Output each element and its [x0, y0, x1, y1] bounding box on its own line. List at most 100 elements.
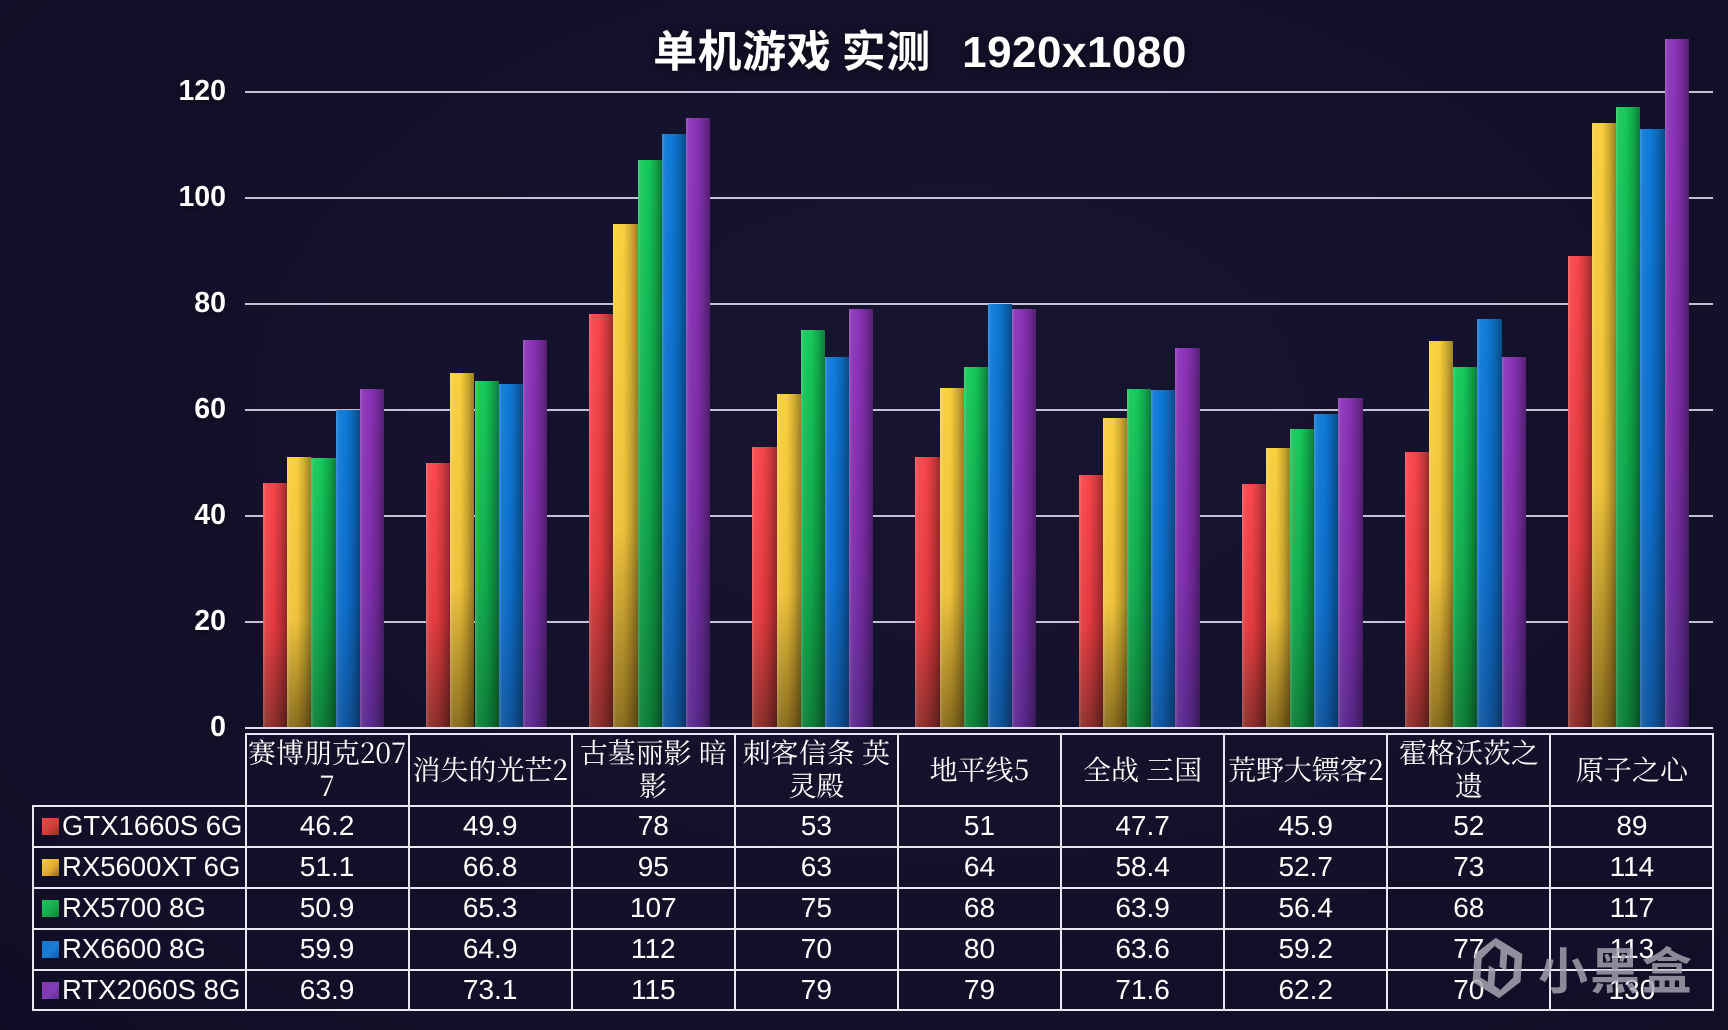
- y-axis-tick-label: 40: [194, 499, 226, 531]
- bar-GTX1660S-cat3: [589, 314, 614, 728]
- table-row-series-label: RX5600XT 6G: [32, 845, 247, 889]
- legend-swatch: [42, 817, 59, 835]
- table-value-cell: 64: [896, 845, 1063, 889]
- table-value-cell: 51: [896, 805, 1063, 848]
- watermark-text: 小黑盒: [1538, 932, 1694, 1004]
- table-value-cell: 75: [733, 886, 899, 930]
- table-header-game: 全战 三国: [1060, 733, 1226, 807]
- table-value-cell: 79: [896, 968, 1063, 1012]
- gridline-y100: [244, 196, 1713, 199]
- table-value-cell: 70: [733, 927, 899, 971]
- bar-RTX2060S-cat6: [1175, 348, 1200, 728]
- table-value-cell: 130: [1549, 968, 1715, 1012]
- table-value-cell: 73.1: [407, 968, 573, 1012]
- table-value-cell: 52.7: [1223, 845, 1389, 889]
- bar-RX6600-cat6: [1151, 390, 1176, 728]
- table-value-cell: 112: [570, 927, 736, 971]
- table-value-cell: 53: [733, 805, 899, 848]
- bar-RX6600-cat8: [1477, 319, 1502, 728]
- table-value-cell: 59.9: [244, 927, 410, 971]
- table-value-cell: 113: [1549, 927, 1715, 971]
- bar-RX5600XT-cat8: [1428, 340, 1454, 728]
- bar-RX6600-cat2: [498, 383, 523, 728]
- table-value-cell: 80: [896, 927, 1063, 971]
- bar-RX6600-cat3: [661, 133, 686, 728]
- bar-GTX1660S-cat9: [1567, 255, 1593, 728]
- table-header-game: 地平线5: [896, 733, 1063, 807]
- table-value-cell: 95: [570, 845, 736, 889]
- y-axis-tick-label: 100: [178, 181, 226, 213]
- table-value-cell: 114: [1549, 845, 1715, 889]
- series-name: RX6600 8G: [62, 933, 206, 965]
- legend-swatch: [42, 940, 59, 958]
- table-value-cell: 58.4: [1060, 845, 1226, 889]
- bar-RX6600-cat7: [1314, 413, 1339, 728]
- bar-RTX2060S-cat7: [1338, 397, 1363, 728]
- bar-RX5600XT-cat7: [1265, 448, 1291, 728]
- legend-swatch: [42, 858, 59, 876]
- table-row-series-label: RX6600 8G: [32, 927, 247, 971]
- bar-RX6600-cat4: [824, 356, 850, 728]
- series-name: GTX1660S 6G: [62, 810, 243, 842]
- table-header-game: 刺客信条 英 灵殿: [733, 733, 899, 807]
- chart-title: 单机游戏 实测 1920x1080: [653, 16, 1187, 80]
- bar-RTX2060S-cat1: [359, 388, 384, 728]
- table-value-cell: 117: [1549, 886, 1715, 930]
- table-value-cell: 63: [733, 845, 899, 889]
- series-name: RX5700 8G: [62, 892, 206, 924]
- table-value-cell: 49.9: [407, 805, 573, 848]
- bar-RX5600XT-cat6: [1102, 417, 1127, 728]
- bar-RX5700-cat4: [800, 330, 825, 728]
- table-value-cell: 107: [570, 886, 736, 930]
- table-value-cell: 66.8: [407, 845, 573, 889]
- table-header-game: 霍格沃茨之 遗: [1386, 733, 1552, 807]
- table-value-cell: 78: [570, 805, 736, 848]
- legend-swatch: [42, 981, 59, 999]
- y-axis-tick-label: 80: [194, 287, 226, 319]
- bar-GTX1660S-cat5: [915, 457, 940, 728]
- bar-RX5600XT-cat3: [613, 224, 638, 728]
- series-name: RTX2060S 8G: [62, 974, 241, 1006]
- table-value-cell: 62.2: [1223, 968, 1389, 1012]
- table-value-cell: 68: [1386, 886, 1552, 930]
- bar-GTX1660S-cat7: [1241, 484, 1266, 728]
- y-axis-tick-label: 20: [194, 605, 226, 637]
- table-header-game: 古墓丽影 暗 影: [570, 733, 736, 807]
- bar-GTX1660S-cat6: [1078, 474, 1103, 728]
- heybox-logo-icon: [1472, 937, 1524, 999]
- bar-RX5600XT-cat2: [450, 373, 475, 728]
- bar-RX5700-cat2: [474, 381, 499, 728]
- bar-RTX2060S-cat3: [686, 118, 711, 728]
- table-value-cell: 63.9: [244, 968, 410, 1012]
- bar-GTX1660S-cat1: [263, 482, 288, 728]
- table-row-series-label: RTX2060S 8G: [32, 968, 247, 1012]
- table-value-cell: 65.3: [407, 886, 573, 930]
- bar-RX5700-cat9: [1616, 107, 1641, 728]
- bar-RX6600-cat1: [335, 410, 360, 728]
- bar-GTX1660S-cat4: [752, 446, 777, 728]
- bar-GTX1660S-cat8: [1404, 451, 1429, 728]
- bar-GTX1660S-cat2: [426, 463, 451, 728]
- bar-RX5700-cat5: [963, 367, 989, 728]
- gridline-y120: [244, 90, 1713, 93]
- table-value-cell: 50.9: [244, 886, 410, 930]
- watermark: 小黑盒: [1466, 931, 1694, 1005]
- heybox-logo-piece-left: [1472, 937, 1500, 999]
- heybox-logo-shape: [1472, 937, 1524, 999]
- table-row-series-label: GTX1660S 6G: [32, 805, 247, 848]
- bar-RX5600XT-cat4: [776, 393, 801, 728]
- bar-RX6600-cat5: [988, 303, 1013, 728]
- table-row-series-label: RX5700 8G: [32, 886, 247, 930]
- bar-RX5600XT-cat5: [939, 388, 964, 728]
- bar-RX5600XT-cat1: [287, 456, 312, 728]
- table-value-cell: 89: [1549, 805, 1715, 848]
- table-header-game: 原子之心: [1549, 733, 1715, 807]
- table-value-cell: 73: [1386, 845, 1552, 889]
- table-value-cell: 51.1: [244, 845, 410, 889]
- table-header-game: 赛博朋克207 7: [244, 733, 410, 807]
- table-header-game: 荒野大镖客2: [1223, 733, 1389, 807]
- bar-RTX2060S-cat5: [1012, 308, 1037, 728]
- table-value-cell: 64.9: [407, 927, 573, 971]
- table-value-cell: 52: [1386, 805, 1552, 848]
